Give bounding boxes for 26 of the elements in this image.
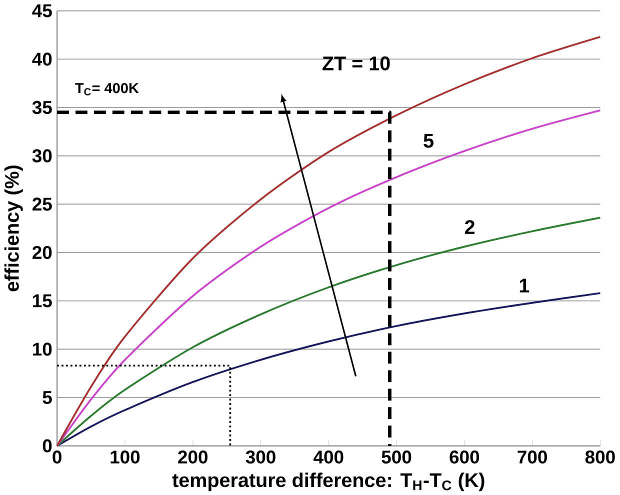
y-tick-label: 0 (42, 439, 52, 452)
y-tick-label: 25 (32, 197, 52, 210)
text: ZT = 10 (322, 56, 390, 70)
y-tick-label: 35 (32, 100, 52, 114)
y-axis-title: efficiency (%) (4, 165, 23, 292)
y-tick-label: 30 (32, 149, 52, 162)
x-tick-label: 100 (110, 450, 140, 464)
x-tick-label: 800 (585, 450, 615, 464)
x-tick-label: 500 (382, 450, 412, 464)
y-tick-label: 10 (33, 342, 52, 356)
series-label: 1 (520, 278, 530, 292)
x-axis-title: temperature difference: T$_{H}$-T$_{C}$ (K) (172, 472, 484, 491)
series-label: 5 (424, 134, 434, 148)
y-tick-label: 20 (32, 246, 52, 259)
y-tick-label: 45 (32, 4, 52, 18)
y-tick-label: 15 (33, 294, 52, 308)
x-tick-label: 200 (178, 450, 208, 464)
x-tick-label: 300 (246, 450, 276, 464)
series-label: 2 (464, 220, 474, 234)
x-tick-label: 400 (314, 450, 344, 464)
x-tick-label: 600 (450, 450, 480, 464)
x-tick-label: 700 (518, 450, 547, 464)
annotation: T$_{C}$= 400K (75, 82, 139, 96)
y-tick-label: 40 (32, 52, 52, 66)
x-tick-label: 0 (52, 450, 62, 464)
y-tick-label: 5 (42, 390, 52, 404)
